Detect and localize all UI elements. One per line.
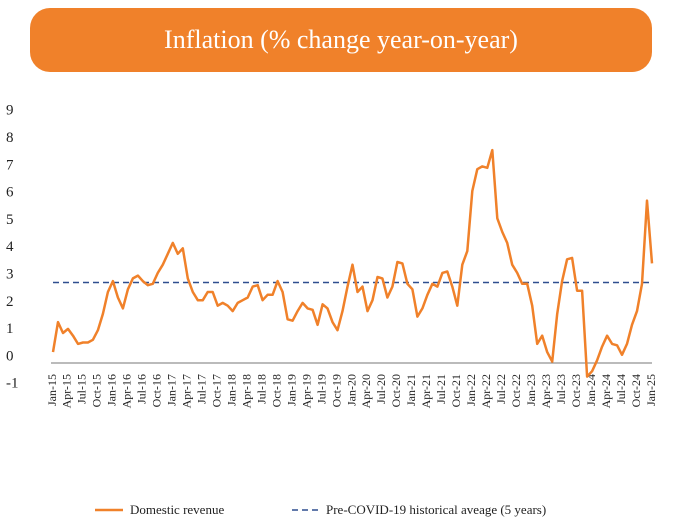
x-tick-label: Jan-20 [344,374,358,406]
x-tick-label: Apr-20 [359,374,373,408]
x-tick-label: Oct-16 [150,374,164,407]
x-tick-label: Oct-18 [269,374,283,407]
legend-label: Pre-COVID-19 historical aveage (5 years) [326,502,546,517]
data-line [51,148,654,378]
title-banner [30,8,652,72]
x-tick-label: Jul-20 [374,374,388,404]
x-tick-label: Jan-21 [404,374,418,406]
x-tick-label: Apr-16 [120,374,134,408]
x-tick-label: Jan-22 [464,374,478,406]
x-tick-label: Jul-17 [195,374,209,404]
y-tick-label: -1 [6,376,19,392]
y-tick-label: 4 [6,239,14,255]
x-tick-label: Jan-18 [224,374,238,406]
x-tick-label: Apr-23 [539,374,553,408]
x-tick-label: Jan-19 [284,374,298,406]
x-tick-label: Oct-19 [329,374,343,407]
y-tick-label: 9 [6,103,14,119]
y-tick-label: 1 [6,321,14,337]
x-tick-label: Apr-19 [299,374,313,408]
x-tick-label: Jul-15 [75,374,89,404]
x-tick-label: Jul-22 [494,374,508,404]
x-tick-label: Jan-23 [524,374,538,406]
x-tick-label: Apr-17 [180,374,194,408]
x-tick-label: Jul-16 [135,374,149,404]
x-tick-label: Oct-23 [569,374,583,407]
x-tick-label: Apr-21 [419,374,433,408]
x-tick-label: Oct-22 [509,374,523,407]
y-tick-label: 5 [6,212,14,228]
legend-label: Domestic revenue [130,502,224,517]
x-tick-label: Jul-19 [314,374,328,404]
x-tick-label: Jan-24 [584,374,598,406]
x-tick-label: Jul-18 [254,374,268,404]
x-tick-label: Jul-21 [434,374,448,404]
x-tick-label: Oct-21 [449,374,463,407]
x-tick-label: Jan-17 [165,374,179,406]
x-tick-label: Apr-18 [239,374,253,408]
x-tick-label: Jan-15 [45,374,59,406]
x-tick-label: Apr-15 [60,374,74,408]
x-tick-label: Oct-20 [389,374,403,407]
x-tick-label: Apr-24 [599,374,613,408]
y-tick-label: 0 [6,348,14,364]
y-tick-label: 2 [6,294,14,310]
y-tick-label: 7 [6,157,14,173]
x-tick-label: Jan-16 [105,374,119,406]
y-tick-label: 3 [6,267,14,283]
x-tick-label: Apr-22 [479,374,493,408]
x-tick-label: Oct-24 [629,374,643,407]
x-tick-label: Jul-24 [614,374,628,404]
y-tick-label: 6 [6,185,14,201]
y-tick-label: 8 [6,130,14,146]
x-tick-label: Jul-23 [554,374,568,404]
x-tick-label: Jan-25 [644,374,658,406]
chart-title: Inflation (% change year-on-year) [164,25,518,54]
x-tick-label: Oct-17 [209,374,223,407]
x-tick-label: Oct-15 [90,374,104,407]
